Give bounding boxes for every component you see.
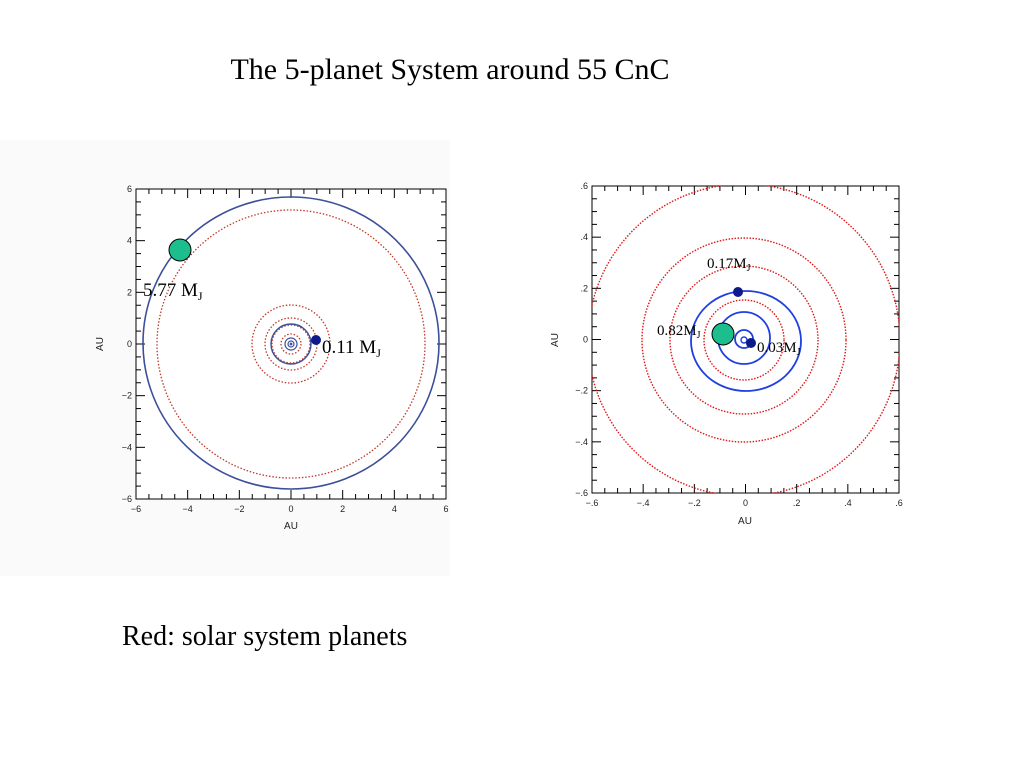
orbit-venus: [271, 324, 311, 364]
orbit-mercury: [280, 333, 302, 355]
x-axis-title: AU: [284, 521, 298, 532]
orbit-earth: [641, 237, 847, 443]
label-0-82mj-value: 0.82M: [657, 323, 697, 339]
label-0-03mj: 0.03MJ: [757, 340, 801, 358]
x-tick-label: 2: [340, 504, 345, 514]
axis-ticks: [591, 185, 900, 494]
label-0-17mj-value: 0.17M: [707, 256, 747, 272]
x-tick-label: −4: [183, 504, 193, 514]
orbit-55cnc-f: [690, 290, 802, 392]
x-tick-label: 4: [392, 504, 397, 514]
x-tick-label: .4: [844, 498, 852, 508]
label-0-17mj: 0.17MJ: [707, 256, 751, 274]
y-tick-label: .4: [580, 232, 588, 242]
y-tick-label: .2: [580, 283, 588, 293]
tick-labels: −6 −4 −2 0 2 4 6 6 4 2 0 −2 −4 −6: [122, 184, 449, 514]
y-tick-label: −6: [122, 494, 132, 504]
label-5-77mj-sub: J: [198, 289, 203, 303]
orbit-curves: [142, 196, 440, 490]
label-0-11mj: 0.11 MJ: [322, 337, 381, 360]
label-0-82mj: 0.82MJ: [657, 323, 701, 341]
label-0-03mj-value: 0.03M: [757, 340, 797, 356]
planet-5-77mj: [168, 238, 192, 262]
label-0-17mj-sub: J: [747, 263, 751, 274]
y-tick-label: −4: [122, 442, 132, 452]
x-tick-label: 6: [443, 504, 448, 514]
caption: Red: solar system planets: [122, 621, 408, 652]
orbit-mercury: [703, 299, 785, 381]
y-tick-label: −.6: [575, 488, 588, 498]
y-tick-label: 4: [127, 236, 132, 246]
x-tick-label: −6: [131, 504, 141, 514]
x-tick-label: −.4: [637, 498, 650, 508]
axis-ticks: [135, 188, 447, 500]
label-5-77mj: 5.77 MJ: [143, 280, 203, 303]
y-tick-label: .6: [580, 181, 588, 191]
y-axis-title: AU: [95, 337, 106, 351]
y-axis-title: AU: [550, 333, 561, 347]
orbit-55cnc-d: [142, 196, 440, 490]
x-axis-title: AU: [738, 516, 752, 527]
label-0-11mj-value: 0.11 M: [322, 337, 376, 358]
y-tick-label: 2: [127, 287, 132, 297]
label-0-82mj-sub: J: [697, 330, 701, 341]
mass-labels: 0.17MJ 0.82MJ 0.03MJ: [657, 256, 801, 358]
orbit-mars: [251, 304, 331, 384]
label-0-11mj-sub: J: [376, 346, 381, 360]
y-tick-label: 0: [127, 339, 132, 349]
y-tick-label: −.4: [575, 437, 588, 447]
y-tick-label: 0: [583, 335, 588, 345]
x-tick-label: −2: [234, 504, 244, 514]
x-tick-label: −.6: [586, 498, 599, 508]
y-tick-label: 6: [127, 184, 132, 194]
y-tick-label: −2: [122, 391, 132, 401]
plot-frame: [591, 185, 900, 494]
slide-title: The 5-planet System around 55 CnC: [230, 53, 670, 86]
x-tick-label: 0: [743, 498, 748, 508]
planet-0-03mj: [746, 338, 756, 348]
planets: [168, 238, 321, 345]
planet-0-17mj: [733, 287, 743, 297]
orbit-55cnc-c: [284, 337, 298, 351]
x-tick-label: .6: [895, 498, 903, 508]
orbit-55cnc-b: [287, 340, 295, 348]
x-tick-label: 0: [288, 504, 293, 514]
planet-0-82mj: [711, 322, 735, 346]
inner-system-plot: 0.17MJ 0.82MJ 0.03MJ −.6 −.4 −.2 0.2.4.6.6.…: [550, 181, 903, 527]
x-tick-label: .2: [793, 498, 801, 508]
label-0-03mj-sub: J: [797, 347, 801, 358]
label-5-77mj-value: 5.77 M: [143, 280, 198, 301]
planet-0-11mj: [311, 335, 321, 345]
x-tick-label: −.2: [688, 498, 701, 508]
star-55cnc: [289, 342, 293, 346]
mass-labels: 5.77 MJ 0.11 MJ: [143, 280, 381, 360]
y-tick-label: −.2: [575, 386, 588, 396]
tick-labels: −.6 −.4 −.2 0 .2 .4 .6 .6 .4 .2 0 −.2 −.4 −.6: [575, 181, 903, 508]
planets: [711, 287, 756, 348]
orbit-55cnc-f: [270, 323, 312, 365]
orbit-jupiter: [156, 209, 426, 479]
orbit-venus: [669, 265, 819, 415]
